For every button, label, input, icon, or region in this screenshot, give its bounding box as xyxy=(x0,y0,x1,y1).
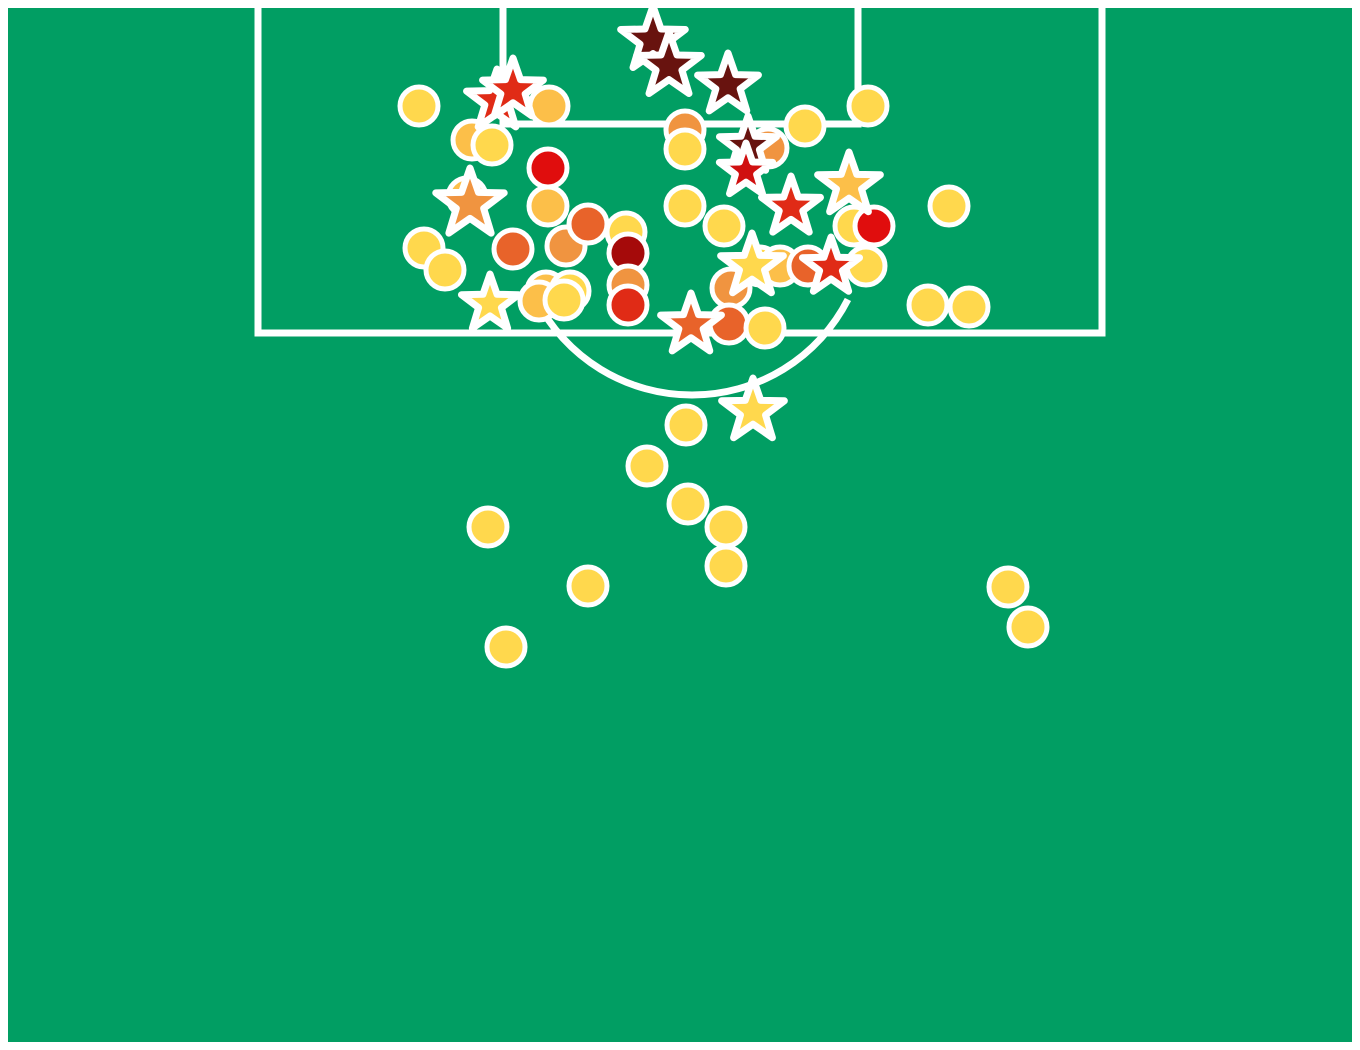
shot-marker-no-goal[interactable] xyxy=(986,565,1030,609)
shot-marker-no-goal[interactable] xyxy=(743,306,787,350)
shot-marker-no-goal[interactable] xyxy=(663,184,707,228)
shot-marker-no-goal[interactable] xyxy=(491,227,535,271)
pitch-surface xyxy=(8,8,1352,1042)
shot-marker-no-goal[interactable] xyxy=(423,248,467,292)
shot-marker-no-goal[interactable] xyxy=(663,127,707,171)
shot-marker-no-goal[interactable] xyxy=(1006,605,1050,649)
shot-marker-no-goal[interactable] xyxy=(470,123,514,167)
shot-marker-no-goal[interactable] xyxy=(542,278,586,322)
shot-marker-no-goal[interactable] xyxy=(906,283,950,327)
shot-markers-layer xyxy=(397,8,1050,669)
shot-marker-no-goal[interactable] xyxy=(566,564,610,608)
shot-markers-group xyxy=(397,8,1050,669)
shot-marker-no-goal[interactable] xyxy=(702,204,746,248)
shot-marker-no-goal[interactable] xyxy=(707,302,751,346)
shot-marker-no-goal[interactable] xyxy=(704,505,748,549)
penalty-arc xyxy=(532,297,852,399)
shot-marker-no-goal[interactable] xyxy=(527,84,571,128)
shot-marker-no-goal[interactable] xyxy=(704,544,748,588)
shot-marker-goal[interactable] xyxy=(633,28,705,98)
shot-marker-goal[interactable] xyxy=(432,164,508,237)
shot-marker-goal[interactable] xyxy=(715,139,777,198)
shot-marker-goal[interactable] xyxy=(694,49,762,115)
shot-marker-no-goal[interactable] xyxy=(466,505,510,549)
shot-marker-goal[interactable] xyxy=(657,289,725,355)
shot-marker-no-goal[interactable] xyxy=(397,84,441,128)
shot-marker-no-goal[interactable] xyxy=(484,625,528,669)
shot-marker-no-goal[interactable] xyxy=(947,285,991,329)
shot-marker-no-goal[interactable] xyxy=(606,283,650,327)
shot-marker-no-goal[interactable] xyxy=(666,482,710,526)
shot-marker-goal[interactable] xyxy=(798,233,864,295)
shot-marker-no-goal[interactable] xyxy=(852,204,896,248)
shot-marker-goal[interactable] xyxy=(718,374,788,442)
shot-marker-no-goal[interactable] xyxy=(625,444,669,488)
shot-marker-no-goal[interactable] xyxy=(664,403,708,447)
shot-marker-goal[interactable] xyxy=(717,229,787,297)
shot-marker-goal[interactable] xyxy=(457,270,523,332)
shot-marker-no-goal[interactable] xyxy=(526,146,570,190)
shot-marker-goal[interactable] xyxy=(479,54,547,120)
shot-marker-no-goal[interactable] xyxy=(566,202,610,246)
shot-marker-goal[interactable] xyxy=(814,148,884,216)
shot-marker-no-goal[interactable] xyxy=(927,184,971,228)
shot-marker-no-goal[interactable] xyxy=(783,104,827,148)
shot-marker-no-goal[interactable] xyxy=(846,84,890,128)
shot-marker-goal[interactable] xyxy=(758,172,824,236)
shot-marker-no-goal[interactable] xyxy=(526,184,570,228)
